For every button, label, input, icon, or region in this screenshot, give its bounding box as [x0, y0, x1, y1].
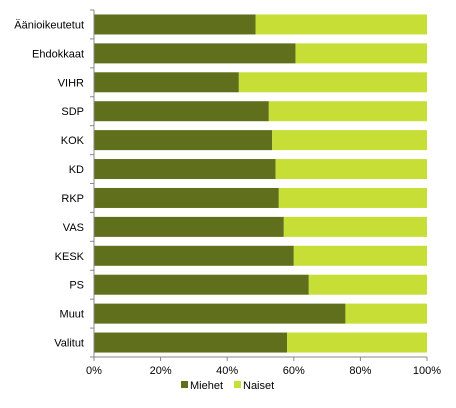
category-label: KD [69, 164, 84, 176]
category-label: Valitut [54, 338, 84, 350]
bar-naiset-6 [278, 187, 427, 208]
bar-naiset-10 [345, 303, 427, 324]
bar-miehet-6 [94, 187, 279, 208]
bar-miehet-3 [94, 101, 269, 122]
bar-naiset-2 [238, 72, 427, 93]
bar-miehet-0 [94, 14, 256, 35]
bar-miehet-2 [94, 72, 239, 93]
bar-naiset-5 [275, 159, 427, 180]
bar-miehet-8 [94, 245, 294, 266]
category-label: KESK [55, 251, 85, 263]
bar-miehet-4 [94, 130, 273, 151]
category-label: SDP [61, 106, 84, 118]
bar-miehet-5 [94, 159, 276, 180]
bar-naiset-7 [283, 216, 427, 237]
legend-label-naiset: Naiset [243, 380, 274, 392]
x-tick-label: 60% [283, 365, 305, 377]
bar-miehet-9 [94, 274, 309, 295]
bar-naiset-4 [272, 130, 427, 151]
category-label: Muut [60, 309, 84, 321]
bar-naiset-8 [293, 245, 427, 266]
bar-naiset-3 [268, 101, 427, 122]
bar-miehet-1 [94, 43, 296, 64]
legend-swatch-miehet [181, 381, 188, 388]
category-label: Äänioikeutetut [14, 19, 84, 31]
bar-naiset-9 [308, 274, 427, 295]
category-label: KOK [61, 135, 85, 147]
bar-miehet-10 [94, 303, 346, 324]
bar-naiset-0 [255, 14, 427, 35]
bars-group [94, 14, 427, 353]
bar-naiset-1 [295, 43, 427, 64]
category-label: VIHR [58, 77, 84, 89]
x-tick-label: 100% [413, 365, 441, 377]
category-label: Ehdokkaat [32, 48, 84, 60]
bar-naiset-11 [287, 332, 427, 353]
category-label: RKP [61, 193, 84, 205]
category-label: PS [69, 280, 84, 292]
category-label: VAS [63, 222, 84, 234]
x-tick-label: 40% [216, 365, 238, 377]
legend-swatch-naiset [234, 381, 241, 388]
bar-miehet-11 [94, 332, 288, 353]
legend: Miehet Naiset [181, 380, 274, 392]
category-labels: Äänioikeutetut Ehdokkaat VIHR SDP KOK KD RKP VA… [14, 19, 84, 349]
legend-label-miehet: Miehet [190, 380, 223, 392]
x-axis: 0% 20% 40% 60% 80% 100% [86, 9, 441, 377]
x-tick-label: 20% [150, 365, 172, 377]
x-tick-label: 80% [349, 365, 371, 377]
x-tick-label: 0% [86, 365, 102, 377]
bar-miehet-7 [94, 216, 284, 237]
